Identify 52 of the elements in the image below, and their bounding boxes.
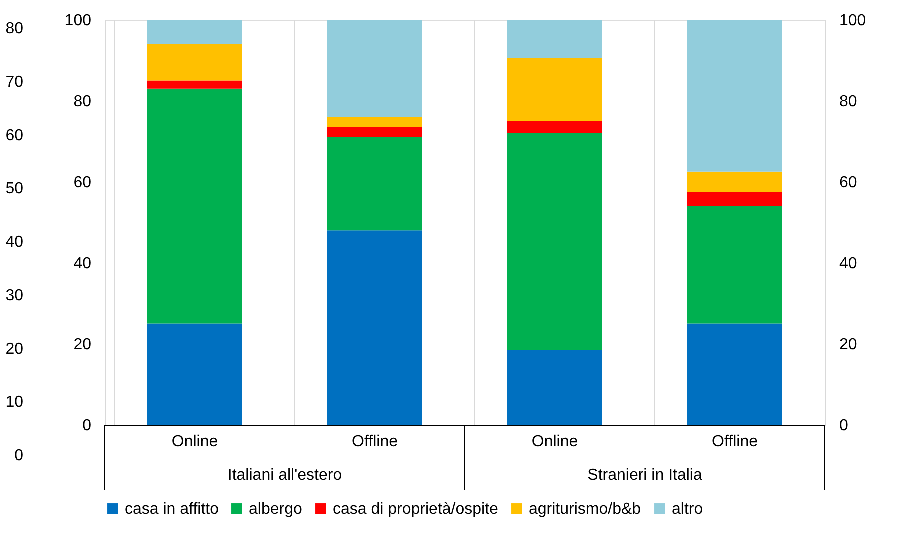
bar xyxy=(508,58,602,122)
y-tick-label: 0 xyxy=(82,418,92,434)
legend-label: albergo xyxy=(249,501,302,518)
bar xyxy=(688,20,782,172)
legend-label: casa in affitto xyxy=(125,501,220,518)
bar xyxy=(508,350,602,425)
bar xyxy=(328,117,422,128)
y3-tick-label: 20 xyxy=(6,340,24,358)
y-tick-label: 80 xyxy=(74,94,92,110)
y2-tick-label: 100 xyxy=(840,12,866,30)
bar xyxy=(688,192,782,206)
x-tick-label: Online xyxy=(172,434,218,450)
y3-tick-label: 40 xyxy=(6,234,24,251)
bar xyxy=(148,80,242,89)
x-tick-label: Offline xyxy=(712,434,758,450)
bar xyxy=(148,20,242,44)
y-tick-label: 60 xyxy=(74,174,92,192)
y3-tick-label: 30 xyxy=(6,287,24,304)
bar xyxy=(328,127,422,138)
text: Italiani all'estero xyxy=(228,467,342,484)
bar xyxy=(148,44,242,81)
bar xyxy=(148,324,242,425)
legend-label: casa di proprietà/ospite xyxy=(333,501,499,518)
y3-tick-label: 0 xyxy=(14,448,24,464)
y-tick-label: 20 xyxy=(74,336,92,354)
bar xyxy=(148,88,242,324)
legend-label: agriturismo/b&b xyxy=(529,501,642,518)
legend-label: altro xyxy=(672,501,704,518)
y2-tick-label: 20 xyxy=(840,336,858,354)
bar xyxy=(688,172,782,192)
bar xyxy=(328,137,422,231)
x-tick-label: Offline xyxy=(352,434,398,450)
y3-tick-label: 10 xyxy=(6,394,24,412)
y3-tick-label: 50 xyxy=(6,180,24,198)
bar xyxy=(328,230,422,425)
bar xyxy=(508,133,602,350)
y-tick-label: 100 xyxy=(64,12,92,30)
x-tick-label: Online xyxy=(532,434,578,450)
y-tick-label: 40 xyxy=(74,256,92,272)
bar xyxy=(688,206,782,324)
y2-tick-label: 40 xyxy=(840,256,858,272)
bar xyxy=(508,121,602,134)
y3-tick-label: 80 xyxy=(6,20,24,38)
bar xyxy=(508,20,602,58)
y2-tick-label: 80 xyxy=(840,94,858,110)
bar xyxy=(328,20,422,118)
y3-tick-label: 70 xyxy=(6,74,24,91)
y2-tick-label: 0 xyxy=(840,418,848,434)
y2-tick-label: 60 xyxy=(840,174,858,192)
y3-tick-label: 60 xyxy=(6,127,24,144)
bar xyxy=(688,324,782,425)
text: Stranieri in Italia xyxy=(588,467,702,484)
